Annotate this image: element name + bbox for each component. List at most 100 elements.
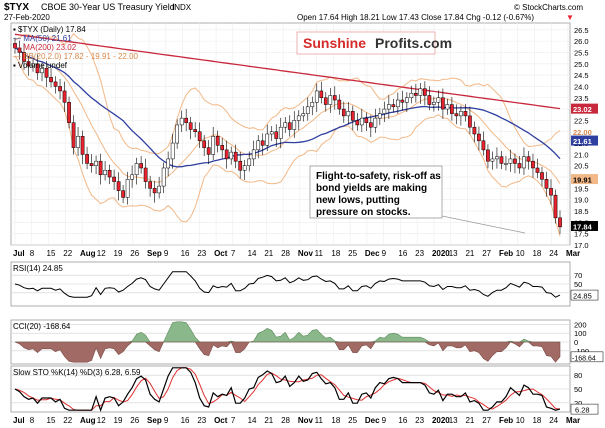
x-tick-label: 9 xyxy=(382,249,387,258)
candle-down xyxy=(423,88,427,96)
candle-up xyxy=(229,151,234,160)
candle-down xyxy=(332,95,337,101)
y-tick-label: 25.5 xyxy=(574,48,589,57)
y-tick-label: 21.0 xyxy=(574,150,589,159)
candle-up xyxy=(508,158,513,164)
candle-up xyxy=(265,133,270,146)
x-tick-label-bottom: 15 xyxy=(47,416,56,425)
candle-down xyxy=(85,154,89,164)
candle-down xyxy=(499,156,504,164)
y-tick-label: 19.0 xyxy=(574,196,589,205)
x-tick-label: 11 xyxy=(315,249,324,258)
y-tick-label: 20.5 xyxy=(574,162,589,171)
candle-down xyxy=(215,136,220,146)
x-tick-label: 26 xyxy=(130,249,139,258)
x-tick-label: 22 xyxy=(63,249,72,258)
candle-down xyxy=(148,181,152,189)
y-tick-label: 18.5 xyxy=(574,207,589,216)
y-tick-label: 19.5 xyxy=(574,184,589,193)
candle-down xyxy=(454,113,459,117)
y-tick-label: 17.5 xyxy=(574,230,589,239)
x-tick-label: Nov xyxy=(298,249,314,258)
x-tick-label: 19 xyxy=(114,249,123,258)
x-tick-label-bottom: 11 xyxy=(315,416,324,425)
x-tick-label-bottom: 19 xyxy=(114,416,123,425)
x-tick-label-bottom: 21 xyxy=(264,416,273,425)
candle-down xyxy=(549,188,553,196)
bb-mid-value-tag-bg xyxy=(571,174,598,185)
price-legend: ▪ $TYX (Daily) 17.84 — MA(50) 21.61 — MA… xyxy=(13,25,139,70)
candle-up xyxy=(405,97,409,103)
x-tick-label-bottom: 27 xyxy=(482,416,491,425)
x-tick-label-bottom: 10 xyxy=(516,416,525,425)
candle-down xyxy=(450,104,454,114)
candle-up xyxy=(305,106,310,114)
chart-date: 27-Feb-2020 xyxy=(4,13,50,22)
x-tick-label-bottom: 7 xyxy=(231,416,236,425)
candle-up xyxy=(495,156,499,160)
x-tick-label-bottom: 2020 xyxy=(432,416,450,425)
candle-up xyxy=(175,124,179,144)
candle-up xyxy=(251,149,256,160)
candle-down xyxy=(80,136,85,155)
candle-down xyxy=(472,126,477,135)
candle-up xyxy=(504,163,508,165)
x-tick-label: 16 xyxy=(398,249,407,258)
ma50-value-tag: 21.61 xyxy=(573,137,592,146)
x-tick-label-bottom: Oct xyxy=(214,416,228,425)
annotation-box: Flight-to-safety, risk-off as bond yields… xyxy=(309,165,526,234)
svg-text:Profits.com: Profits.com xyxy=(375,35,452,51)
annotation-pointer xyxy=(441,215,526,234)
candle-up xyxy=(125,179,130,198)
candle-down xyxy=(184,117,189,123)
x-tick-label: 25 xyxy=(348,249,357,258)
watermark: Sunshine Profits.com xyxy=(296,31,452,55)
osc-tick-label: 20 xyxy=(574,399,582,408)
exchange: INDX xyxy=(172,3,192,12)
x-tick-label: 18 xyxy=(331,249,340,258)
osc-tick-label: 50 xyxy=(574,280,582,289)
cci-title: CCI(20) -168.64 xyxy=(13,322,71,331)
candle-up xyxy=(170,142,175,160)
legend-price: ▪ $TYX (Daily) 17.84 xyxy=(13,25,86,34)
candle-down xyxy=(224,149,229,160)
ma200-value-tag-bg xyxy=(571,103,598,114)
candle-down xyxy=(53,81,58,87)
candle-down xyxy=(341,108,346,117)
symbol-description: CBOE 30-Year US Treasury Yield xyxy=(41,2,175,12)
x-tick-label: Feb xyxy=(499,249,513,258)
candle-down xyxy=(67,102,71,123)
price-panel xyxy=(10,22,571,246)
sto-k-line xyxy=(14,367,561,413)
candle-up xyxy=(445,104,450,110)
candle-down xyxy=(427,95,432,105)
ma200-line xyxy=(14,33,561,110)
candle-up xyxy=(94,160,98,166)
candle-down xyxy=(391,104,396,108)
candle-up xyxy=(40,68,44,74)
osc-tick-label: 70 xyxy=(574,271,582,280)
cci-tag: -168.64 xyxy=(570,351,604,362)
candle-up xyxy=(490,158,495,162)
osc-tick-label: 100 xyxy=(574,329,587,338)
x-tick-label: Mar xyxy=(566,249,580,258)
annotation-line: bond yields are making xyxy=(316,183,427,194)
y-tick-label: 17.0 xyxy=(574,241,589,250)
x-tick-label: 8 xyxy=(30,249,35,258)
candle-down xyxy=(468,115,472,128)
candle-down xyxy=(58,86,62,92)
legend-volume: ▪ Volume undef xyxy=(13,61,68,70)
candle-down xyxy=(71,122,76,148)
candle-down xyxy=(441,97,445,110)
candle-up xyxy=(301,113,306,117)
x-tick-label: 21 xyxy=(264,249,273,258)
candle-up xyxy=(161,167,166,187)
candle-up xyxy=(103,169,107,176)
candle-up xyxy=(459,111,463,117)
candle-down xyxy=(220,145,225,151)
candle-up xyxy=(278,126,283,139)
x-tick-label-bottom: 16 xyxy=(181,416,190,425)
candle-down xyxy=(193,129,198,132)
ma50-value-tag-bg xyxy=(571,135,598,146)
